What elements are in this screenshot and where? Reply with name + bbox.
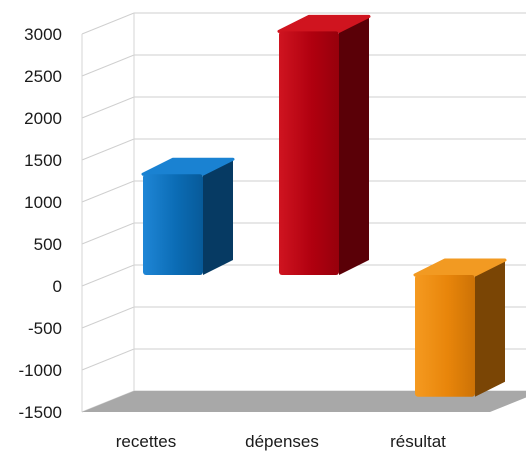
y-tick-label: 500 bbox=[34, 235, 62, 254]
bar-dépenses bbox=[277, 14, 371, 276]
x-category-label: recettes bbox=[116, 432, 176, 451]
y-tick-label: -500 bbox=[28, 319, 62, 338]
bar-side-face bbox=[475, 260, 505, 397]
bar-side-face bbox=[339, 16, 369, 276]
y-tick-label: 0 bbox=[53, 277, 62, 296]
bar-front-face bbox=[279, 31, 339, 276]
chart-floor bbox=[82, 391, 526, 412]
bar-front-face bbox=[143, 174, 203, 275]
x-category-label: résultat bbox=[390, 432, 446, 451]
y-tick-label: 2000 bbox=[24, 109, 62, 128]
y-tick-label: 3000 bbox=[24, 25, 62, 44]
bar-recettes bbox=[141, 157, 235, 275]
bar-side-face bbox=[203, 159, 233, 275]
x-category-label: dépenses bbox=[245, 432, 319, 451]
bar-résultat bbox=[413, 258, 507, 397]
y-tick-label: 1500 bbox=[24, 151, 62, 170]
y-tick-label: 1000 bbox=[24, 193, 62, 212]
bar-front-face bbox=[415, 275, 475, 397]
y-tick-label: -1500 bbox=[19, 403, 62, 422]
y-tick-label: 2500 bbox=[24, 67, 62, 86]
y-tick-label: -1000 bbox=[19, 361, 62, 380]
